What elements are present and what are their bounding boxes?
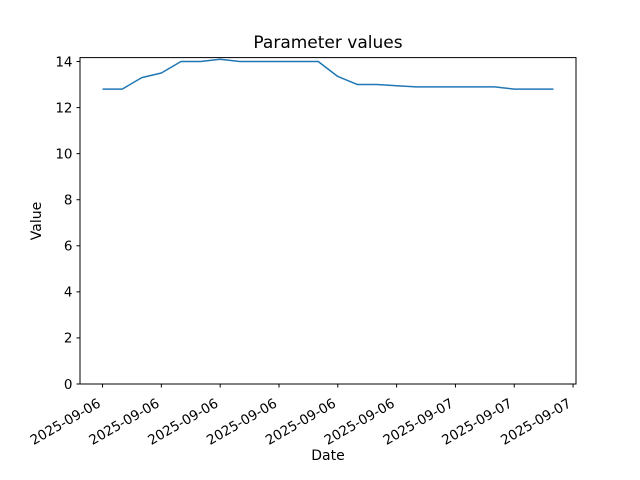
plot-area-border [79, 57, 577, 385]
x-axis-label: Date [311, 448, 344, 464]
y-axis-ticks: 0 2 4 6 8 10 12 14 [55, 54, 80, 393]
y-tick-label: 10 [55, 146, 72, 162]
y-tick-label: 2 [64, 331, 73, 347]
y-tick-label: 14 [55, 54, 72, 70]
y-tick-label: 8 [64, 193, 73, 209]
y-tick-label: 0 [64, 377, 73, 393]
y-axis-label: Value [29, 202, 45, 240]
series-line [102, 58, 554, 90]
y-tick-label: 4 [64, 285, 73, 301]
y-tick-label: 6 [64, 239, 73, 255]
chart-title: Parameter values [253, 33, 402, 53]
y-tick-label: 12 [55, 100, 72, 116]
